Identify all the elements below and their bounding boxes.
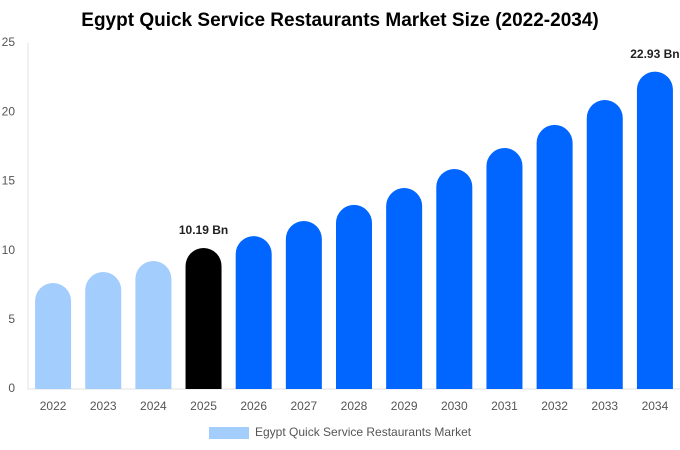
y-tick-label: 15	[2, 174, 16, 188]
legend-label: Egypt Quick Service Restaurants Market	[255, 425, 472, 439]
x-tick-label: 2026	[240, 399, 267, 413]
value-label: 10.19 Bn	[179, 223, 228, 237]
bar	[35, 282, 72, 389]
x-tick-label: 2030	[441, 399, 468, 413]
y-tick-label: 5	[8, 312, 15, 326]
bar	[185, 247, 222, 389]
value-label: 22.93 Bn	[630, 47, 679, 61]
x-tick-label: 2029	[391, 399, 418, 413]
bar	[85, 272, 122, 389]
x-tick-label: 2027	[290, 399, 317, 413]
legend-swatch	[209, 427, 249, 439]
bar	[586, 100, 623, 389]
y-tick-label: 20	[2, 104, 16, 118]
bar	[636, 71, 673, 389]
x-tick-label: 2022	[40, 399, 67, 413]
x-tick-label: 2028	[341, 399, 368, 413]
x-tick-label: 2023	[90, 399, 117, 413]
x-tick-label: 2032	[541, 399, 568, 413]
x-tick-label: 2031	[491, 399, 518, 413]
y-tick-label: 25	[2, 35, 16, 49]
bar	[235, 236, 272, 389]
bar	[436, 168, 473, 389]
x-tick-label: 2034	[642, 399, 669, 413]
bar	[386, 188, 423, 389]
bar	[486, 148, 523, 389]
y-tick-label: 10	[2, 243, 16, 257]
x-tick-label: 2024	[140, 399, 167, 413]
y-tick-label: 0	[8, 381, 15, 395]
x-tick-label: 2033	[591, 399, 618, 413]
bar	[536, 124, 573, 389]
chart-title: Egypt Quick Service Restaurants Market S…	[81, 10, 598, 31]
bar	[285, 220, 322, 389]
bar	[135, 260, 172, 389]
x-tick-label: 2025	[190, 399, 217, 413]
bar	[336, 204, 372, 389]
